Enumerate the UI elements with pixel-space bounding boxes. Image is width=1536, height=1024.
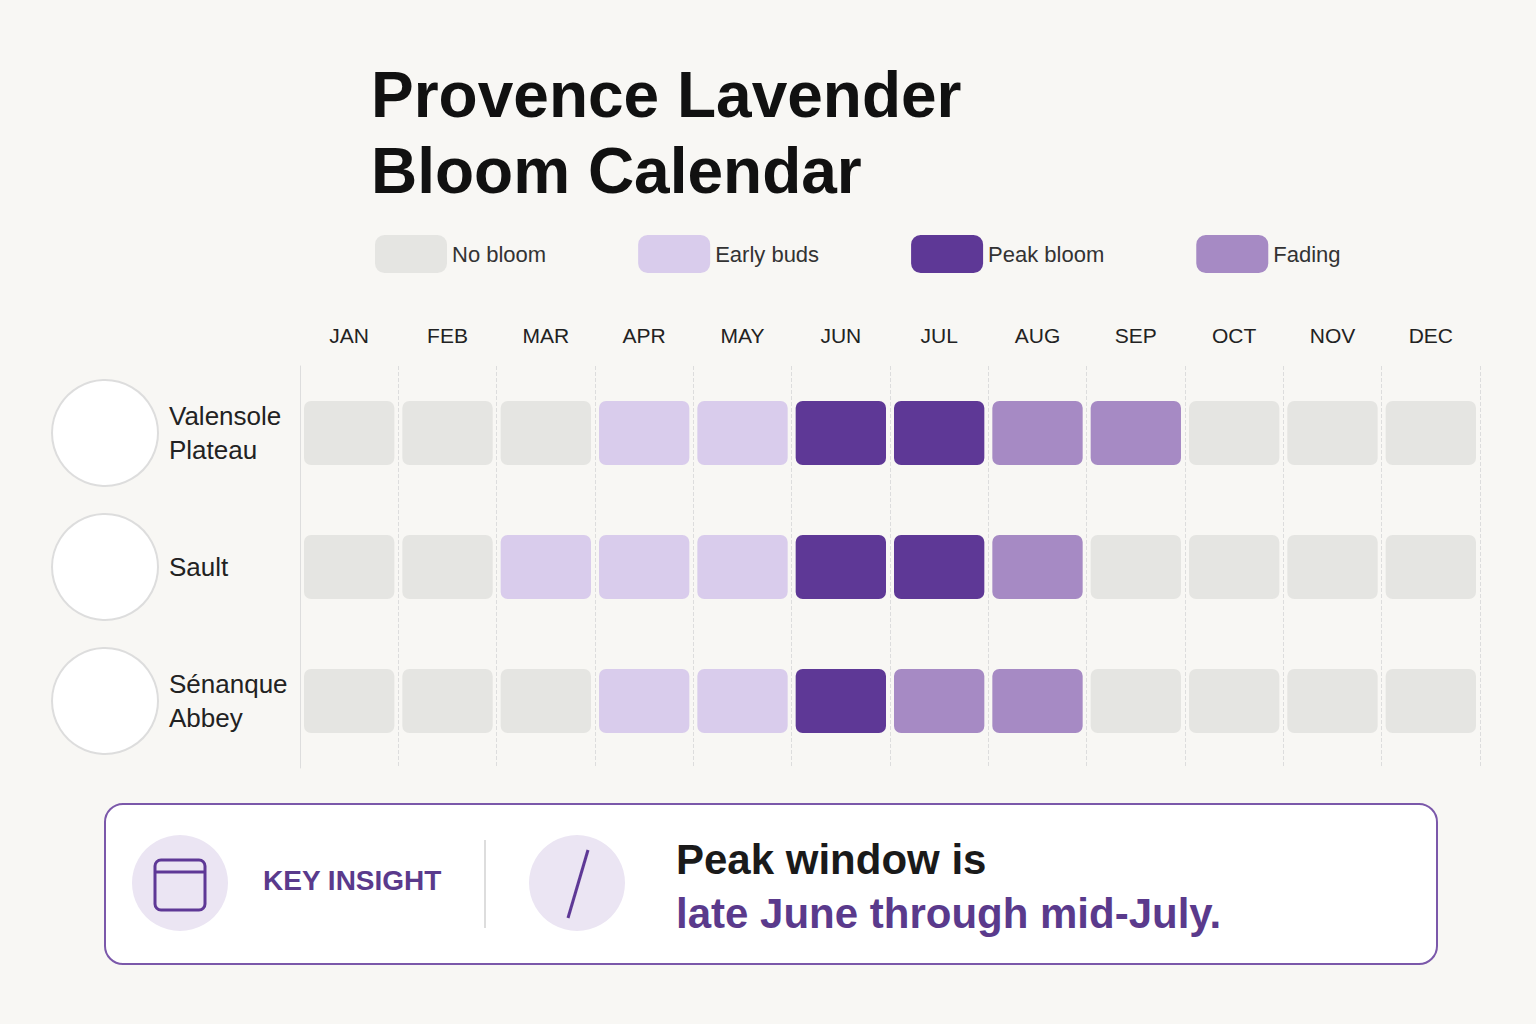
svg-text:Provence Lavender: Provence Lavender — [371, 59, 979, 131]
svg-text:AUG: AUG — [1015, 324, 1061, 347]
svg-text:JUL: JUL — [920, 324, 957, 347]
svg-text:No bloom: No bloom — [452, 242, 546, 267]
svg-text:JAN: JAN — [329, 324, 369, 347]
svg-text:late June through mid-July.: late June through mid-July. — [676, 890, 1221, 937]
svg-text:Valensole: Valensole — [169, 401, 281, 431]
svg-text:Peak window is: Peak window is — [676, 836, 986, 883]
svg-text:KEY INSIGHT: KEY INSIGHT — [263, 865, 441, 896]
svg-text:Plateau: Plateau — [169, 435, 257, 465]
svg-text:Early buds: Early buds — [715, 242, 819, 267]
svg-text:Sault: Sault — [169, 552, 229, 582]
svg-text:MAY: MAY — [721, 324, 765, 347]
svg-text:Peak bloom: Peak bloom — [988, 242, 1104, 267]
svg-text:Abbey: Abbey — [169, 703, 243, 733]
svg-text:Fading: Fading — [1273, 242, 1340, 267]
svg-text:NOV: NOV — [1310, 324, 1356, 347]
svg-text:MAR: MAR — [522, 324, 569, 347]
svg-text:APR: APR — [623, 324, 666, 347]
svg-text:FEB: FEB — [427, 324, 468, 347]
svg-text:DEC: DEC — [1409, 324, 1453, 347]
svg-text:OCT: OCT — [1212, 324, 1257, 347]
svg-text:JUN: JUN — [820, 324, 861, 347]
svg-text:Bloom Calendar: Bloom Calendar — [371, 135, 862, 207]
svg-text:Sénanque: Sénanque — [169, 669, 288, 699]
svg-text:SEP: SEP — [1115, 324, 1157, 347]
